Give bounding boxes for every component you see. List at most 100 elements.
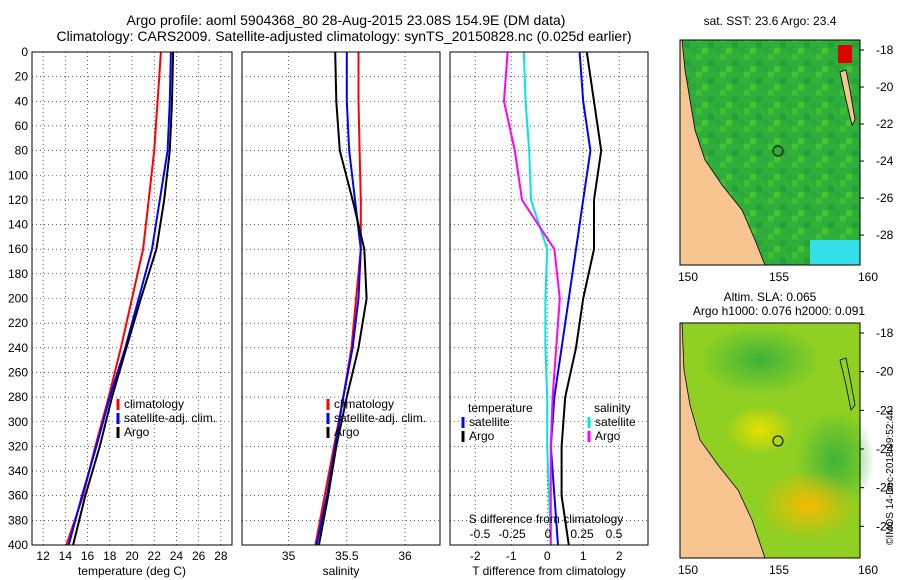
sst-argo-marker [772,145,784,157]
x-tick-label: 1 [580,549,587,563]
depth-tick-label: 180 [8,267,28,281]
sst-cold-patch [810,240,860,265]
depth-tick-label: 320 [8,439,28,453]
sla-map-title-line1: Altim. SLA: 0.065 [724,290,817,304]
series-line-argo [317,51,368,546]
legend-label: climatology [124,397,184,411]
map-lat-tick-label: -18 [876,43,894,57]
legend-label: satellite-adj. clim. [124,411,216,425]
x-tick-label: 35 [282,549,296,563]
s-difference-tick-label: 0.25 [570,527,594,541]
depth-tick-label: 260 [8,365,28,379]
map-lat-tick-label: -22 [876,117,894,131]
sst-map-ticks: 150 155 160 -18 -20 -22 -24 -26 -28 [678,43,894,284]
depth-tick-label: 20 [15,70,29,84]
series-line-temperature-argo [560,51,603,546]
x-tick-label: 18 [103,549,117,563]
x-tick-label: 16 [81,549,95,563]
difference-profile-panel: -2 -1 0 1 2T difference from climatology temp… [449,51,649,578]
depth-tick-label: 400 [8,538,28,552]
series-line-salinity-argo [502,51,561,545]
x-axis-label: T difference from climatology [472,564,626,578]
legend-label: Argo [124,425,150,439]
plot-frame [241,51,441,546]
x-axis-label: salinity [323,564,360,578]
depth-tick-label: 360 [8,489,28,503]
x-tick-label: 36 [398,549,412,563]
plot-frame [31,51,233,546]
legend-label: Argo [595,429,621,443]
sst-map-panel: sat. SST: 23.6 Argo: 23.4 150 155 160 -18 -2… [678,14,894,284]
s-difference-tick-label: -0.25 [498,527,526,541]
sst-warm-patch [838,45,852,63]
figure-title-line1: Argo profile: aoml 5904368_80 28-Aug-201… [127,12,566,28]
series-line-salinity-satellite [522,51,552,546]
map-lon-tick-label: 155 [769,563,789,577]
sla-map-reef [839,357,856,411]
x-tick-label: 20 [125,549,139,563]
depth-tick-label: 340 [8,464,28,478]
legend-title-temperature: temperature [468,401,533,415]
s-difference-tick-label: 0.5 [606,527,623,541]
sla-high-area [758,470,858,540]
legend-label: satellite [595,415,636,429]
map-lon-tick-label: 150 [678,270,698,284]
map-lat-tick-label: -26 [876,191,894,205]
sla-argo-marker [772,435,784,447]
sst-map-reef [839,69,856,127]
map-lon-tick-label: 150 [678,563,698,577]
x-tick-label: 12 [36,549,50,563]
plot-frame [449,51,649,546]
legend-label: Argo [469,429,495,443]
map-lat-tick-label: -24 [876,442,894,456]
map-lat-tick-label: -20 [876,80,894,94]
depth-tick-label: 0 [21,45,28,59]
map-lon-tick-label: 155 [769,270,789,284]
series-line-climatology [314,52,362,546]
depth-tick-label: 380 [8,513,28,527]
figure-title-line2: Climatology: CARS2009. Satellite-adjuste… [56,28,631,44]
legend-label: climatology [334,397,394,411]
sla-mid-area [725,405,795,455]
x-tick-label: 2 [616,549,623,563]
depth-tick-label: 120 [8,193,28,207]
map-lat-tick-label: -22 [876,403,894,417]
sst-map-title: sat. SST: 23.6 Argo: 23.4 [704,14,837,28]
map-lat-tick-label: -20 [876,365,894,379]
x-tick-label: 0 [544,549,551,563]
x-tick-label: 14 [59,549,73,563]
map-lat-tick-label: -26 [876,481,894,495]
x-tick-label: -1 [506,549,517,563]
legend-label: satellite-adj. clim. [334,411,426,425]
salinity-profile-panel: 35 35.5 36 salinity climatologysatellite-adj… [241,51,441,578]
depth-tick-label: 100 [8,168,28,182]
depth-tick-label: 200 [8,292,28,306]
sla-map-frame [679,322,861,559]
series-line-argo [72,51,175,546]
x-tick-label: 24 [170,549,184,563]
s-difference-tick-label: 0 [545,527,552,541]
copyright-stamp: ©IMOS 14-Dec-2018 09:52:44 [885,409,896,545]
s-difference-tick-label: -0.5 [470,527,491,541]
x-tick-label: 26 [192,549,206,563]
x-axis-label: temperature (deg C) [78,564,186,578]
sla-map-panel: Altim. SLA: 0.065 Argo h1000: 0.076 h200… [678,290,894,577]
temperature-profile-panel: 0 20 40 60 80 100 120 140 160 180 200 220 240 260 280 3… [8,45,233,578]
sst-map-frame [679,39,861,266]
map-lat-tick-label: -18 [876,326,894,340]
x-tick-label: 35.5 [335,549,359,563]
depth-tick-label: 40 [15,94,29,108]
legend-title-salinity: salinity [594,401,631,415]
depth-tick-label: 220 [8,316,28,330]
map-lat-tick-label: -28 [876,519,894,533]
depth-tick-label: 80 [15,144,29,158]
legend-label: satellite [469,415,510,429]
depth-tick-label: 140 [8,218,28,232]
legend-label: Argo [334,425,360,439]
depth-tick-label: 160 [8,242,28,256]
series-line-satellite-adj-clim- [315,52,362,546]
depth-tick-label: 280 [8,390,28,404]
sla-map-ticks: 150 155 160 -18 -20 -22 -24 -26 -28 [678,326,894,577]
map-lon-tick-label: 160 [858,270,878,284]
